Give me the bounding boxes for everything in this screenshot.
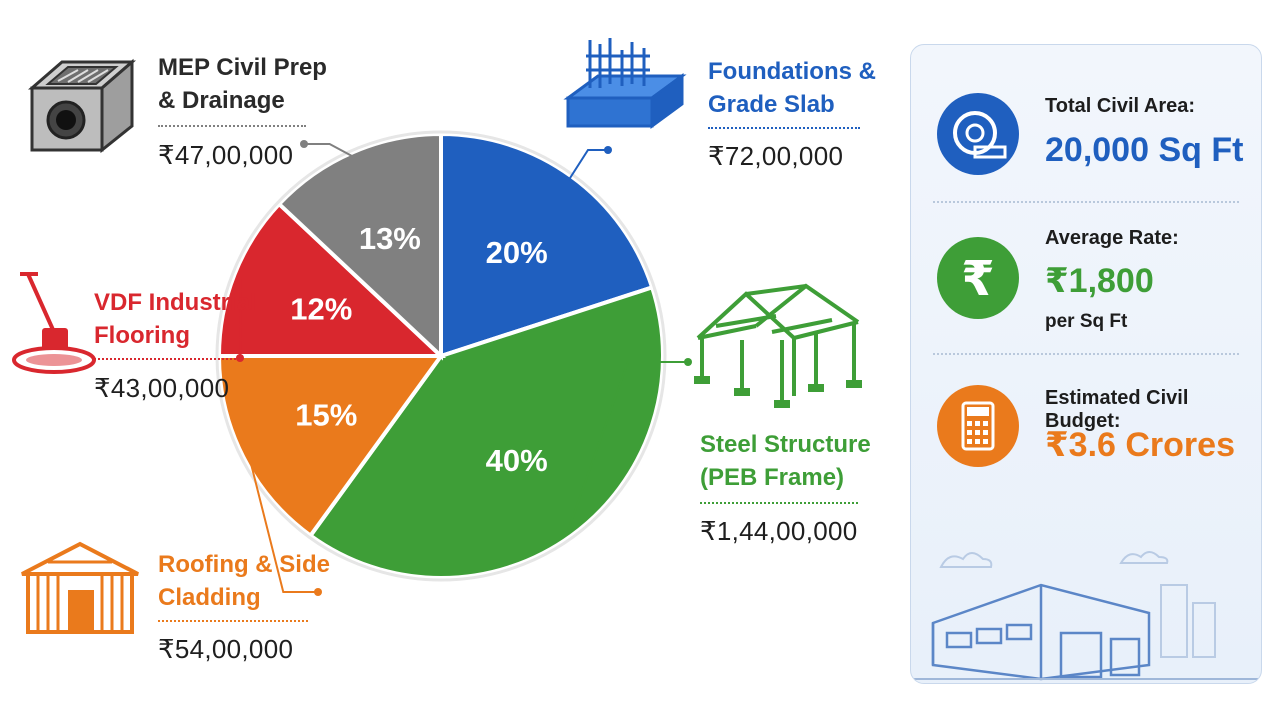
connector-dot-foundations	[604, 146, 612, 154]
svg-text:₹: ₹	[961, 251, 994, 307]
steel-dots	[700, 502, 858, 504]
roofing-label: Roofing & Side Cladding	[158, 551, 330, 611]
rate-label: Average Rate:	[1045, 227, 1179, 249]
panel-separator	[933, 201, 1239, 203]
connector-dot-mep	[300, 140, 308, 148]
connector-steel	[567, 361, 688, 532]
connector-dot-steel	[684, 358, 692, 366]
pie-slice-vdf	[216, 201, 447, 358]
warehouse-building-icon	[911, 551, 1261, 681]
panel-separator	[933, 353, 1239, 355]
vdf-amount: ₹43,00,000	[94, 373, 230, 403]
connector-dot-roofing	[314, 588, 322, 596]
area-label: Total Civil Area:	[1045, 95, 1196, 117]
shed-cladding-icon	[21, 541, 139, 634]
pie-rim	[215, 130, 667, 582]
rate-sub: per Sq Ft	[1045, 311, 1128, 332]
budget-value: ₹3.6 Crores	[1045, 426, 1235, 464]
pie-percent-vdf: 12%	[290, 292, 352, 327]
steel-amount: ₹1,44,00,000	[700, 516, 858, 546]
summary-panel: Total Civil Area: 20,000 Sq Ft ₹ Average…	[910, 44, 1262, 684]
foundations-amount: ₹72,00,000	[708, 141, 844, 171]
pie-percent-foundations: 20%	[486, 235, 548, 270]
connector-roofing	[247, 453, 318, 593]
drain-chamber-icon	[27, 58, 137, 154]
pie-slice-roofing	[216, 354, 445, 539]
connector-foundations	[567, 149, 608, 182]
mep-dots	[158, 125, 306, 127]
foundations-label: Foundations & Grade Slab	[708, 58, 876, 118]
pie-percent-roofing: 15%	[295, 397, 357, 432]
connector-dot-vdf	[236, 354, 244, 362]
pie-percent-mep: 13%	[359, 221, 421, 256]
connector-mep	[304, 143, 356, 159]
foundations-dots	[708, 127, 860, 129]
rate-value: ₹1,800	[1045, 262, 1154, 300]
measuring-tape-icon	[937, 93, 1019, 175]
mep-amount: ₹47,00,000	[158, 140, 294, 170]
steel-label: Steel Structure (PEB Frame)	[700, 431, 871, 491]
pie-slice-mep	[276, 131, 443, 361]
roofing-amount: ₹54,00,000	[158, 634, 294, 664]
floor-trowel-icon	[12, 272, 96, 374]
calculator-icon	[937, 385, 1019, 467]
mep-label: MEP Civil Prep & Drainage	[158, 54, 327, 114]
roofing-dots	[158, 620, 308, 622]
area-value: 20,000 Sq Ft	[1045, 131, 1244, 169]
foundation-rebar-icon	[563, 38, 687, 129]
vdf-label: VDF Industrial Flooring	[94, 289, 257, 349]
vdf-dots	[94, 358, 240, 360]
pie-percent-steel: 40%	[486, 443, 548, 478]
budget-label: Estimated Civil Budget:	[1045, 387, 1189, 432]
steel-frame-icon	[694, 283, 862, 408]
rupee-icon: ₹	[937, 237, 1019, 319]
